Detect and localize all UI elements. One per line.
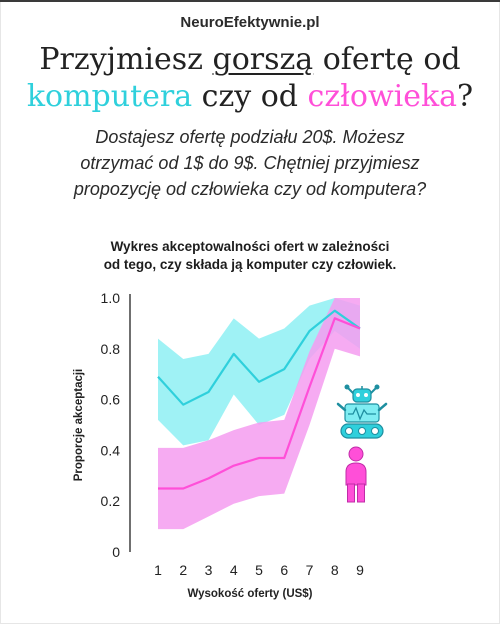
human-confidence-band [158,298,360,530]
headline-prefix: Przyjmiesz [39,42,213,77]
x-tick-labels: 1 2 3 4 5 6 7 8 9 [154,562,364,578]
y-tick-label: 0.6 [101,392,121,408]
headline-human-word: człowieka [307,79,458,114]
x-tick-label: 9 [356,562,364,578]
y-axis-label: Proporcje akceptacji [73,369,85,482]
y-tick-label: 0.2 [101,493,121,509]
x-tick-label: 1 [154,562,162,578]
y-tick-label: 0.4 [101,442,121,458]
chart-title-line-1: Wykres akceptowalności ofert w zależnośc… [110,239,390,254]
x-tick-label: 2 [179,562,187,578]
brand-name: NeuroEfektywnie.pl [180,14,320,31]
top-border [0,0,500,2]
confidence-bands [158,298,360,530]
x-tick-label: 7 [306,562,314,578]
question-line-3: propozycję od człowieka czy od komputera… [73,179,427,199]
headline-computer-word: komputera [26,79,193,114]
series-lines [157,309,361,490]
x-tick-label: 4 [230,562,238,578]
headline-middle: czy od [192,79,308,114]
y-tick-labels: 0 0.2 0.4 0.6 0.8 1.0 [101,290,121,560]
headline-underlined-word: gorszą [212,42,314,77]
question-text: Dostajesz ofertę podziału 20$. Możesz ot… [30,124,470,202]
x-tick-label: 3 [205,562,213,578]
x-tick-label: 5 [255,562,263,578]
chart-title-line-2: od tego, czy składa ją komputer czy czło… [103,257,397,272]
x-tick-label: 8 [331,562,339,578]
y-tick-label: 1.0 [101,290,121,306]
headline-line-1: Przyjmiesz gorszą ofertę od [0,42,500,78]
headline-line-2: komputera czy od człowieka? [0,79,500,115]
computer-series-line [157,309,361,406]
headline-suffix: ofertę od [313,42,461,77]
question-line-1: Dostajesz ofertę podziału 20$. Możesz [95,127,405,147]
y-tick-label: 0.8 [101,341,121,357]
robot-icon [336,384,388,439]
question-line-2: otrzymać od 1$ do 9$. Chętniej przyjmies… [80,153,420,173]
computer-confidence-band [158,298,360,446]
y-tick-label: 0 [112,544,120,560]
headline-question-mark: ? [457,79,474,114]
x-axis-label: Wysokość oferty (US$) [187,588,312,600]
chart-title: Wykres akceptowalności ofert w zależnośc… [0,238,500,274]
human-series-line [158,317,361,490]
x-tick-label: 6 [280,562,288,578]
person-icon [345,446,367,503]
